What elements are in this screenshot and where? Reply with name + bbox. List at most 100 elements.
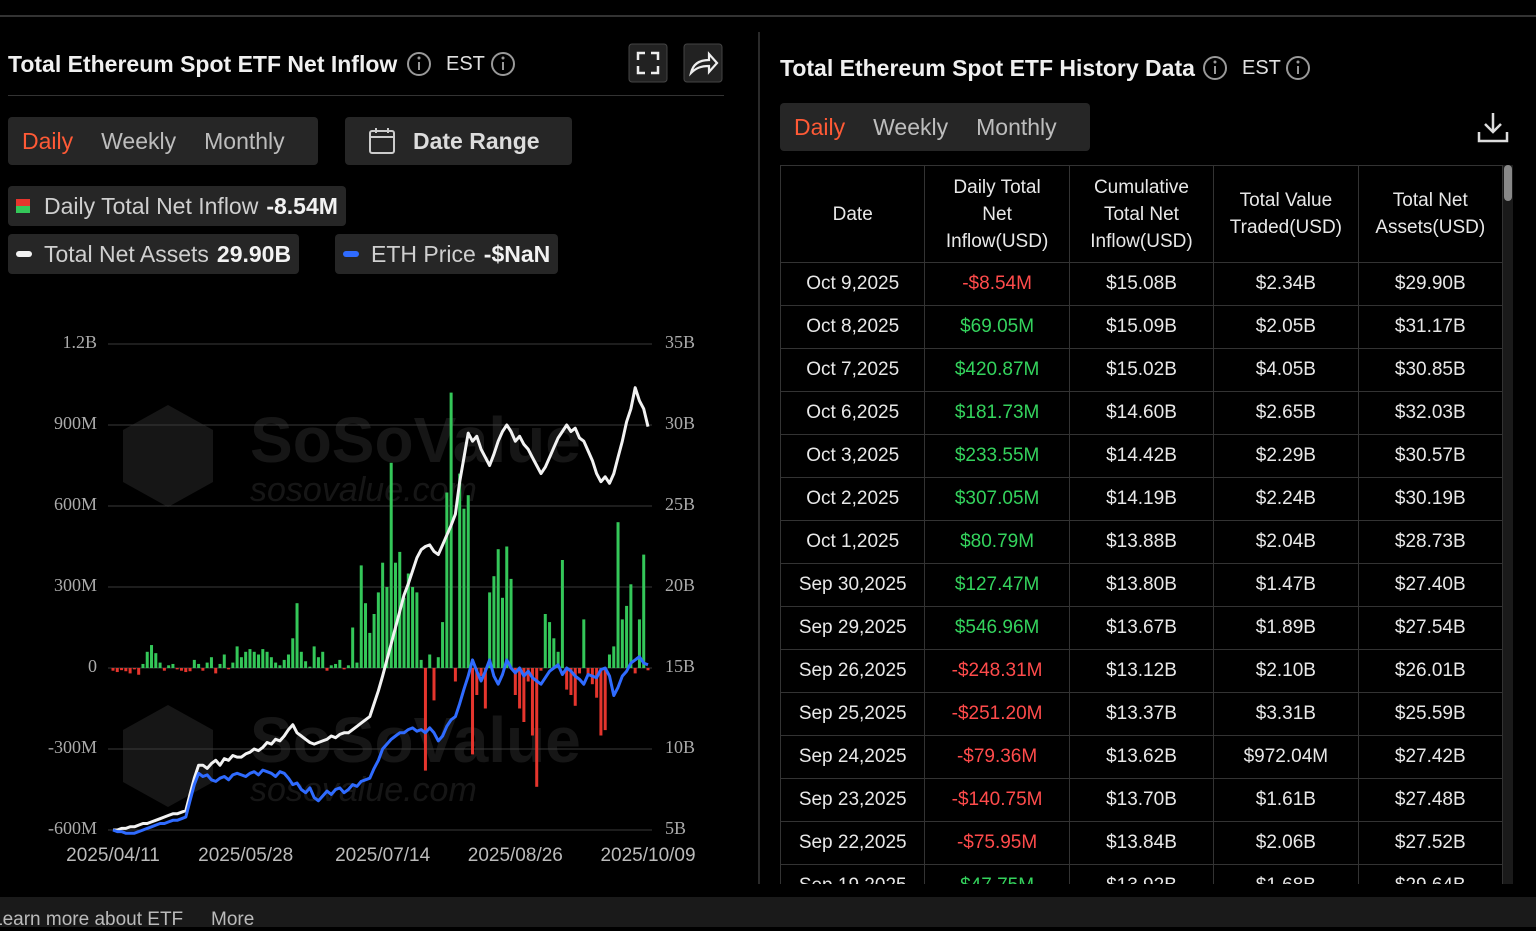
cell: -$8.54M bbox=[924, 262, 1070, 306]
share-button[interactable] bbox=[683, 43, 723, 83]
bar bbox=[582, 619, 586, 668]
line bbox=[113, 386, 650, 832]
bar bbox=[184, 668, 188, 673]
cell: $25.59B bbox=[1357, 692, 1504, 736]
cell: Sep 30,2025 bbox=[780, 563, 926, 607]
bar bbox=[620, 619, 624, 668]
tab[interactable]: Weekly bbox=[101, 127, 177, 154]
bar bbox=[192, 659, 196, 668]
bar bbox=[239, 657, 243, 668]
download-button[interactable] bbox=[1476, 110, 1510, 144]
bar bbox=[548, 622, 552, 668]
y-tick-label: -300M bbox=[48, 737, 97, 757]
footer-link[interactable]: Learn more about ETF bbox=[0, 909, 184, 930]
bar bbox=[312, 646, 316, 668]
tab[interactable]: Daily bbox=[794, 113, 846, 140]
legend-label: ETH Price bbox=[371, 240, 476, 267]
legend-swatch bbox=[16, 251, 32, 257]
period-tabs: Daily Weekly Monthly bbox=[780, 103, 1090, 151]
bar bbox=[539, 668, 543, 671]
bar bbox=[423, 668, 427, 771]
bar bbox=[214, 668, 218, 674]
cell: Oct 3,2025 bbox=[780, 434, 926, 478]
legend-item[interactable]: ETH Price -$NaN bbox=[335, 234, 559, 274]
cell: $420.87M bbox=[924, 348, 1070, 392]
row: Sep 25,2025 -$251.20M $13.37B $3.31B $25.59B bbox=[780, 692, 1504, 736]
bar bbox=[244, 651, 248, 668]
cell: $127.47M bbox=[924, 563, 1070, 607]
cell: $13.12B bbox=[1068, 649, 1215, 693]
bar bbox=[526, 668, 530, 682]
footer: Learn more about ETF More bbox=[0, 897, 1536, 930]
cell: $1.89B bbox=[1213, 606, 1359, 650]
cell: $233.55M bbox=[924, 434, 1070, 478]
column-header: Total Net Assets(USD) bbox=[1357, 165, 1504, 263]
cell: $13.37B bbox=[1068, 692, 1215, 736]
bar bbox=[586, 668, 590, 677]
legend-item[interactable]: Total Net Assets 29.90B bbox=[8, 234, 300, 274]
column-header: Cumulative Total Net Inflow(USD) bbox=[1068, 165, 1215, 263]
date-range-button[interactable]: Date Range bbox=[345, 117, 572, 165]
row: Sep 30,2025 $127.47M $13.80B $1.47B $27.40B bbox=[780, 563, 1504, 607]
tab[interactable]: Monthly bbox=[204, 127, 285, 154]
cell: $14.60B bbox=[1068, 391, 1215, 435]
watermark: SoSoValue sosovalue.com SoSoValue sosova… bbox=[123, 404, 581, 809]
cell: $27.40B bbox=[1357, 563, 1504, 607]
info-icon[interactable] bbox=[1285, 55, 1311, 81]
bar bbox=[372, 614, 376, 668]
bar bbox=[154, 653, 158, 668]
cell: Oct 7,2025 bbox=[780, 348, 926, 392]
bar bbox=[286, 654, 290, 668]
scroll-thumb[interactable] bbox=[1504, 165, 1512, 201]
info-icon[interactable] bbox=[490, 51, 516, 77]
cell: $15.08B bbox=[1068, 262, 1215, 306]
bar bbox=[419, 659, 423, 668]
bar bbox=[505, 546, 509, 668]
bar bbox=[329, 665, 333, 668]
rule bbox=[8, 95, 724, 96]
cell: $30.57B bbox=[1357, 434, 1504, 478]
info-icon[interactable] bbox=[1202, 55, 1228, 81]
bar bbox=[642, 554, 646, 668]
bar bbox=[308, 666, 312, 668]
bar bbox=[453, 668, 457, 682]
cell: $13.80B bbox=[1068, 563, 1215, 607]
tab[interactable]: Weekly bbox=[873, 113, 949, 140]
bar bbox=[257, 654, 261, 668]
row: Oct 7,2025 $420.87M $15.02B $4.05B $30.85B bbox=[780, 348, 1504, 392]
cell: $47.75M bbox=[924, 864, 1070, 884]
row: Sep 24,2025 -$79.36M $13.62B $972.04M $27.42… bbox=[780, 735, 1504, 779]
bar bbox=[466, 495, 470, 668]
bar bbox=[248, 649, 252, 668]
y2-tick-label: 35B bbox=[665, 332, 695, 352]
tab[interactable]: Daily bbox=[22, 127, 74, 154]
bar bbox=[462, 508, 466, 668]
bar bbox=[483, 668, 487, 709]
bar bbox=[351, 627, 355, 668]
info-icon[interactable] bbox=[406, 51, 432, 77]
footer-link[interactable]: More bbox=[211, 909, 255, 930]
bar bbox=[218, 663, 222, 668]
y2-tick-label: 10B bbox=[665, 737, 695, 757]
legend-item[interactable]: Daily Total Net Inflow -8.54M bbox=[8, 186, 346, 226]
cell: $69.05M bbox=[924, 305, 1070, 349]
bar bbox=[560, 560, 564, 668]
bar bbox=[179, 668, 183, 671]
bar bbox=[535, 668, 539, 787]
cell: Oct 6,2025 bbox=[780, 391, 926, 435]
top-rule bbox=[0, 15, 1536, 17]
timezone: EST bbox=[1242, 57, 1281, 79]
bar bbox=[150, 645, 154, 668]
cell: $28.73B bbox=[1357, 520, 1504, 564]
cell: $13.92B bbox=[1068, 864, 1215, 884]
cell: $15.09B bbox=[1068, 305, 1215, 349]
bar bbox=[235, 646, 239, 668]
x-tick-label: 2025/07/14 bbox=[335, 845, 431, 866]
bar bbox=[171, 663, 175, 668]
tab[interactable]: Monthly bbox=[976, 113, 1057, 140]
cell: $2.24B bbox=[1213, 477, 1359, 521]
row: Sep 26,2025 -$248.31M $13.12B $2.10B $26.01B bbox=[780, 649, 1504, 693]
fullscreen-button[interactable] bbox=[628, 43, 668, 83]
cell: Oct 8,2025 bbox=[780, 305, 926, 349]
